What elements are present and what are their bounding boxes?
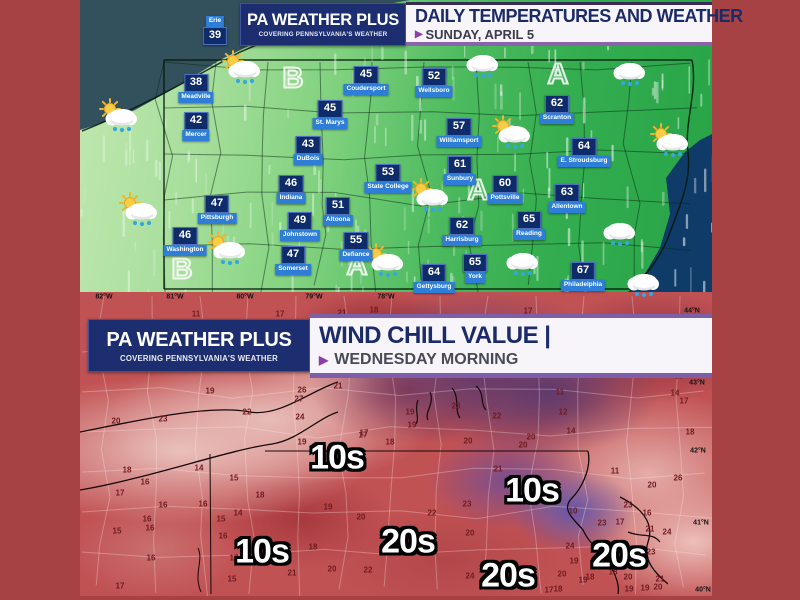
brand-title: PA WEATHER PLUS (247, 10, 399, 29)
banner-date: ▶ WEDNESDAY MORNING (319, 351, 703, 369)
brand-subtitle: COVERING PENNSYLVANIA'S WEATHER (120, 353, 278, 363)
play-arrow-icon: ▶ (319, 353, 329, 367)
brand-subtitle: COVERING PENNSYLVANIA'S WEATHER (258, 31, 388, 39)
pa-weather-plus-logo-bottom: PA WEATHER PLUS COVERING PENNSYLVANIA'S … (88, 319, 310, 372)
brand-title: PA WEATHER PLUS (106, 328, 292, 351)
banner-date-text: SUNDAY, APRIL 5 (425, 26, 535, 42)
daily-temps-banner: DAILY TEMPERATURES AND WEATHER ▶ SUNDAY,… (406, 2, 743, 46)
banner-title: WIND CHILL VALUE | (319, 322, 551, 349)
play-arrow-icon: ▶ (415, 28, 423, 40)
wind-chill-banner: WIND CHILL VALUE | ▶ WEDNESDAY MORNING (310, 314, 712, 378)
pa-weather-plus-logo-top: PA WEATHER PLUS COVERING PENNSYLVANIA'S … (240, 3, 406, 46)
banner-date-text: WEDNESDAY MORNING (334, 351, 519, 368)
banner-title: DAILY TEMPERATURES AND WEATHER (415, 5, 743, 26)
banner-date: ▶ SUNDAY, APRIL 5 (415, 27, 703, 42)
